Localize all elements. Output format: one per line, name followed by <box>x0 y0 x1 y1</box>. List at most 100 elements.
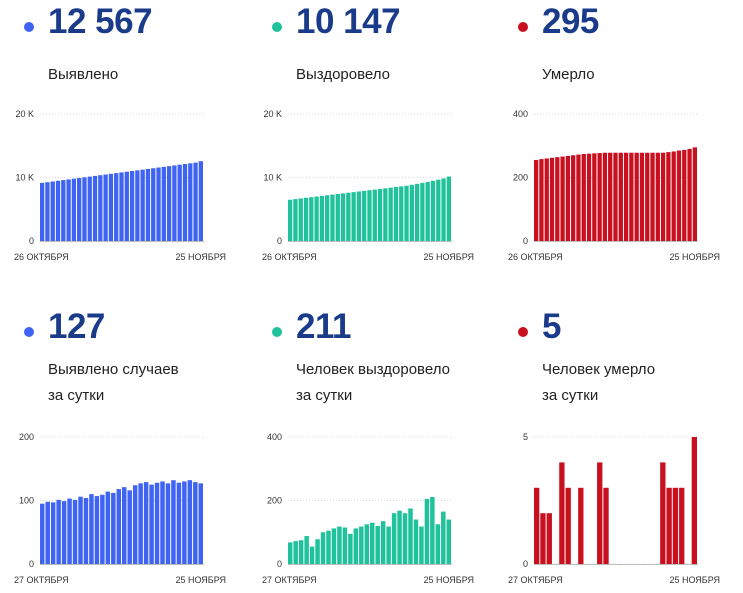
x-start-label: 27 ОКТЯБРЯ <box>14 575 69 585</box>
bar <box>560 156 565 241</box>
bar <box>330 194 335 241</box>
bar <box>340 193 346 242</box>
y-tick-label: 10 K <box>15 173 34 183</box>
bar <box>565 487 571 564</box>
red-dot-icon <box>518 327 528 337</box>
panel-label: Умерло <box>542 62 595 88</box>
bar <box>603 487 609 564</box>
bar <box>375 525 380 564</box>
bar <box>309 546 315 564</box>
panel-deaths-total: 295 Умерло 0 200 400 26 ОКТЯБРЯ 25 НОЯБРЯ <box>494 0 724 280</box>
bar <box>539 159 544 241</box>
bar <box>82 177 87 241</box>
y-tick-label: 200 <box>19 432 34 442</box>
bar <box>676 150 682 241</box>
bar <box>597 153 602 241</box>
bar <box>436 179 441 241</box>
bar <box>61 501 67 564</box>
bar <box>138 483 143 564</box>
bar <box>303 197 309 241</box>
label-line: Выявлено случаев <box>48 361 179 378</box>
red-dot-icon <box>518 22 528 32</box>
bar <box>298 198 303 241</box>
label-line: за сутки <box>296 387 353 404</box>
bar <box>425 181 430 241</box>
label-line: Умерло <box>542 66 595 83</box>
bar <box>198 483 203 564</box>
bar <box>56 499 61 564</box>
bar <box>132 485 138 564</box>
bar <box>540 513 546 564</box>
bar <box>45 501 50 564</box>
x-start-label: 26 ОКТЯБРЯ <box>508 252 563 262</box>
bar <box>409 184 414 241</box>
bar <box>45 182 50 241</box>
bar <box>176 482 182 564</box>
x-start-label: 27 ОКТЯБРЯ <box>262 575 317 585</box>
y-tick-label: 0 <box>523 559 528 569</box>
bar <box>414 183 420 241</box>
bar <box>160 481 165 564</box>
bar <box>383 188 388 241</box>
y-tick-label: 100 <box>19 496 34 506</box>
panel-label: Выздоровело <box>296 62 390 88</box>
bar <box>298 540 304 564</box>
bar <box>143 482 149 564</box>
bar <box>193 482 198 564</box>
bar <box>623 152 629 241</box>
bar <box>114 173 119 241</box>
bar <box>187 480 193 564</box>
x-start-label: 27 ОКТЯБРЯ <box>508 575 563 585</box>
bar <box>660 152 666 241</box>
bar <box>293 541 298 564</box>
bar <box>372 189 377 241</box>
bar <box>645 152 650 241</box>
bar <box>430 180 436 241</box>
detected-total-chart: 0 10 K 20 K 26 ОКТЯБРЯ 25 НОЯБРЯ <box>14 109 226 262</box>
y-tick-label: 0 <box>277 559 282 569</box>
bar <box>435 524 441 564</box>
bar <box>337 526 342 564</box>
bar <box>40 182 45 241</box>
bar <box>634 152 639 241</box>
bar <box>351 192 356 241</box>
bar <box>309 197 314 241</box>
bar <box>353 528 359 564</box>
green-dot-icon <box>272 22 282 32</box>
y-tick-label: 0 <box>523 236 528 246</box>
panel-label: Выявлено <box>48 62 118 88</box>
bar <box>166 166 172 241</box>
bar <box>691 437 697 564</box>
bar <box>399 186 404 241</box>
y-tick-label: 20 K <box>15 109 34 119</box>
x-end-label: 25 НОЯБРЯ <box>175 252 226 262</box>
bar <box>77 178 82 241</box>
bar <box>546 513 552 564</box>
bar <box>50 502 56 564</box>
bar <box>87 176 92 241</box>
bar <box>402 513 408 564</box>
label-line: Выздоровело <box>296 66 391 83</box>
bar <box>441 178 446 241</box>
bar <box>55 180 61 241</box>
bar <box>119 172 124 241</box>
bar <box>92 175 98 241</box>
bar <box>446 176 451 241</box>
recovered-daily-chart: 0 200 400 27 ОКТЯБРЯ 25 НОЯБРЯ <box>262 432 474 585</box>
recovered-total-chart: 0 10 K 20 K 26 ОКТЯБРЯ 25 НОЯБРЯ <box>262 109 474 262</box>
bar <box>177 164 182 241</box>
bar <box>78 496 83 564</box>
bar <box>66 179 71 241</box>
bar <box>597 462 603 564</box>
y-tick-label: 400 <box>267 432 282 442</box>
bar <box>380 521 386 564</box>
bar <box>304 536 309 564</box>
bar <box>127 490 132 564</box>
bar <box>650 152 655 241</box>
big-number: 211 <box>296 307 351 346</box>
bar <box>124 171 129 241</box>
bar <box>320 532 326 564</box>
panel-label: Выявлено случаев за сутки <box>48 357 179 409</box>
bar <box>586 153 592 241</box>
bar <box>288 199 293 241</box>
